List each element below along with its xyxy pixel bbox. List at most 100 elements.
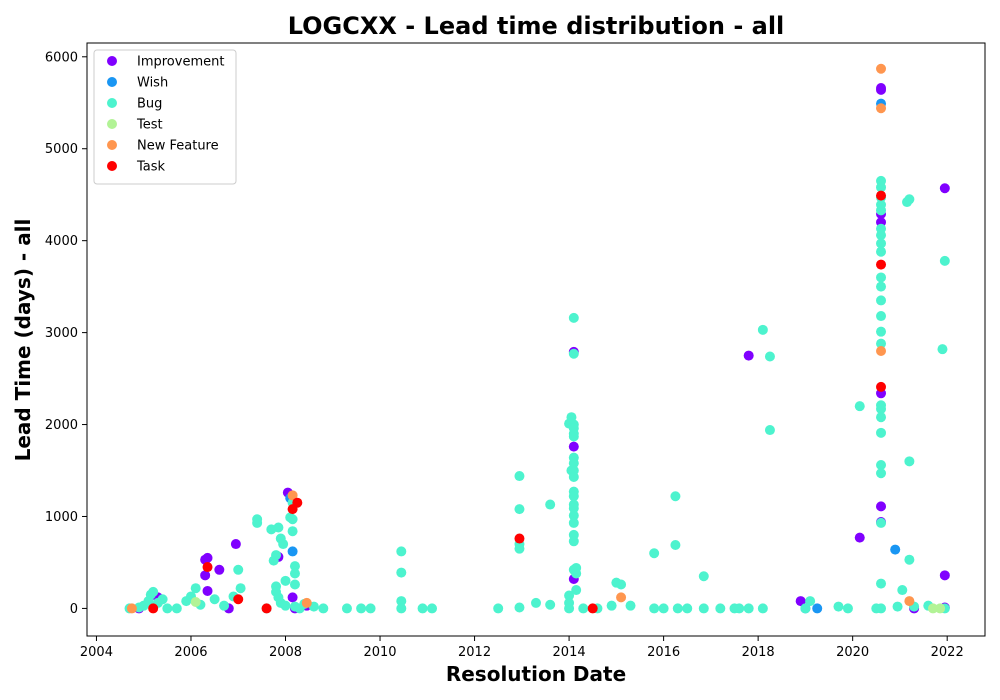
data-point [876, 63, 887, 74]
data-point [876, 205, 887, 216]
data-point [876, 578, 887, 589]
data-point [812, 603, 823, 614]
legend-marker [107, 98, 117, 108]
data-point [649, 548, 660, 559]
data-point [271, 550, 282, 561]
x-tick-label: 2004 [80, 645, 113, 660]
data-point [939, 255, 950, 266]
data-point [568, 503, 579, 514]
x-tick-label: 2014 [553, 645, 586, 660]
data-point [568, 441, 579, 452]
data-point [148, 586, 159, 597]
y-tick-label: 1000 [45, 510, 78, 525]
data-point [396, 603, 407, 614]
x-tick-label: 2020 [836, 645, 869, 660]
data-point [202, 552, 213, 563]
y-tick-label: 6000 [45, 50, 78, 65]
x-tick-label: 2018 [742, 645, 775, 660]
data-point [649, 603, 660, 614]
data-point [578, 603, 589, 614]
data-point [805, 596, 816, 607]
data-point [273, 522, 284, 533]
y-axis: 0 1000 2000 3000 4000 5000 6000 [45, 50, 87, 617]
x-tick-label: 2006 [174, 645, 207, 660]
data-point [289, 568, 300, 579]
data-point [854, 532, 865, 543]
data-point [396, 567, 407, 578]
data-point [743, 350, 754, 361]
data-point [698, 603, 709, 614]
data-point [876, 603, 887, 614]
series-test [190, 596, 946, 614]
data-point [531, 597, 541, 608]
data-point [876, 427, 887, 438]
legend-marker [107, 77, 117, 87]
series-wish [285, 98, 901, 614]
data-point [842, 603, 853, 614]
data-point [278, 539, 289, 550]
legend-marker [107, 56, 117, 66]
data-point [876, 459, 887, 470]
data-point [568, 471, 579, 482]
data-point [568, 458, 579, 469]
legend-marker [107, 119, 117, 129]
data-point [233, 564, 244, 575]
series-task [148, 190, 887, 614]
data-point [764, 351, 775, 362]
data-point [571, 568, 582, 579]
data-point [568, 510, 579, 521]
data-point [928, 603, 939, 614]
data-point [568, 312, 579, 323]
data-point [670, 539, 681, 550]
data-point [280, 575, 291, 586]
data-point [427, 603, 438, 614]
legend: Improvement Wish Bug Test New Feature Task [93, 49, 237, 185]
data-point [396, 546, 407, 557]
legend-label: Improvement [137, 55, 224, 70]
data-point [904, 194, 915, 205]
legend-label: New Feature [137, 139, 219, 154]
data-point [202, 585, 213, 596]
data-point [287, 546, 298, 557]
data-point [396, 596, 407, 607]
data-point [568, 517, 579, 528]
data-point [876, 84, 887, 95]
data-point [568, 348, 579, 359]
data-point [233, 594, 244, 605]
data-point [162, 603, 173, 614]
data-point [202, 562, 213, 573]
data-point [876, 295, 887, 306]
data-point [289, 561, 300, 572]
data-point [876, 403, 887, 414]
data-point [587, 603, 598, 614]
data-point [261, 603, 272, 614]
data-point [545, 599, 556, 610]
y-tick-label: 3000 [45, 326, 78, 341]
data-point [190, 583, 201, 594]
data-point [854, 401, 865, 412]
legend-label: Task [136, 160, 166, 175]
y-tick-label: 4000 [45, 234, 78, 249]
data-point [890, 544, 901, 555]
data-point [171, 603, 182, 614]
data-point [670, 491, 681, 502]
data-point [514, 533, 525, 544]
plot-frame [86, 42, 986, 637]
legend-label: Wish [137, 76, 168, 91]
data-point [757, 324, 768, 335]
data-point [292, 497, 303, 508]
data-point [235, 583, 246, 594]
data-point [219, 600, 230, 611]
data-point [833, 601, 844, 612]
data-point [937, 344, 948, 355]
data-point [209, 594, 220, 605]
data-point [190, 596, 201, 607]
data-point [616, 592, 627, 603]
data-point [897, 585, 908, 596]
data-point [935, 603, 946, 614]
data-point [287, 592, 298, 603]
chart-title: LOGCXX - Lead time distribution - all [288, 12, 785, 40]
data-point [417, 603, 428, 614]
data-point [341, 603, 352, 614]
